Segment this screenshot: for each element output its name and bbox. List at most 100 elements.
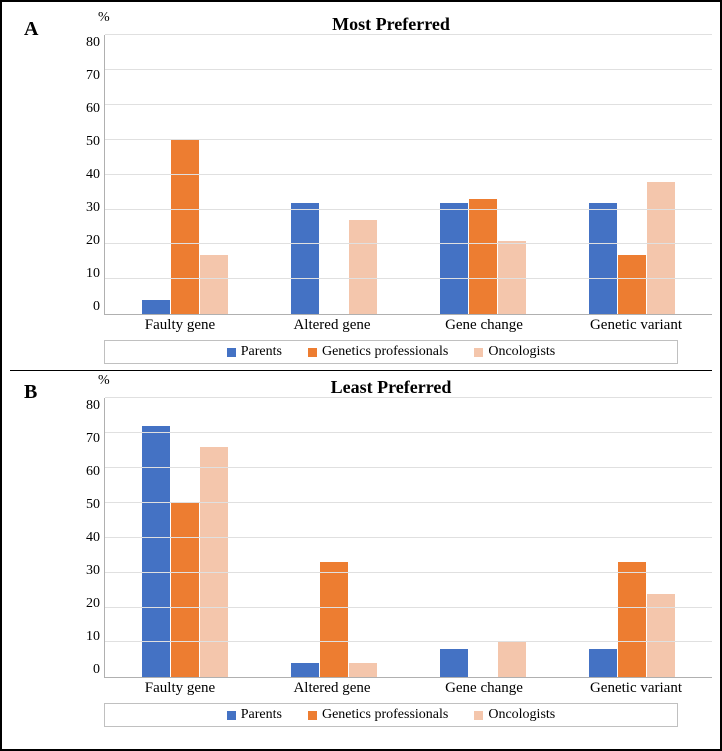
legend-label: Oncologists: [488, 707, 555, 723]
chart-a: % Most Preferred 80 70 60 50 40 30 20 10 0 Fault…: [70, 10, 712, 368]
panel-divider: [10, 370, 712, 371]
legend-swatch: [308, 348, 317, 357]
ytick-label: 60: [86, 101, 100, 117]
ytick-label: 60: [86, 464, 100, 480]
chart-b-xaxis: Faulty geneAltered geneGene changeGeneti…: [104, 678, 712, 697]
grid-line: [105, 243, 712, 244]
bar: [291, 203, 319, 315]
chart-a-title: Most Preferred: [70, 10, 712, 35]
grid-line: [105, 502, 712, 503]
bar: [171, 140, 199, 314]
grid-line: [105, 69, 712, 70]
legend-swatch: [474, 711, 483, 720]
xtick-label: Altered gene: [256, 315, 408, 334]
panel-b-label: B: [10, 373, 70, 731]
bar-group: [260, 35, 409, 314]
legend-item: Parents: [227, 707, 282, 723]
bar: [647, 182, 675, 315]
bar: [349, 663, 377, 677]
ytick-label: 30: [86, 563, 100, 579]
bar: [440, 203, 468, 315]
legend-label: Oncologists: [488, 344, 555, 360]
grid-line: [105, 432, 712, 433]
panel-a: A % Most Preferred 80 70 60 50 40 30 20 10 0 Fau…: [10, 10, 712, 368]
grid-line: [105, 209, 712, 210]
bar: [291, 663, 319, 677]
xtick-label: Gene change: [408, 678, 560, 697]
chart-a-xaxis: Faulty geneAltered geneGene changeGeneti…: [104, 315, 712, 334]
ytick-label: 30: [86, 200, 100, 216]
legend-item: Genetics professionals: [308, 707, 448, 723]
chart-b-legend: Parents Genetics professionals Oncologists: [104, 703, 678, 727]
grid-line: [105, 104, 712, 105]
chart-b-plot: [104, 398, 712, 678]
xtick-label: Faulty gene: [104, 678, 256, 697]
bar-group: [557, 35, 712, 314]
grid-line: [105, 537, 712, 538]
bar-group: [105, 35, 260, 314]
bar: [349, 220, 377, 314]
bar-group: [557, 398, 712, 677]
grid-line: [105, 278, 712, 279]
bar-group: [409, 398, 558, 677]
legend-item: Parents: [227, 344, 282, 360]
bar: [498, 642, 526, 677]
legend-swatch: [227, 711, 236, 720]
panel-b: B % Least Preferred 80706050403020100 Fa…: [10, 373, 712, 731]
chart-a-yaxis: 80 70 60 50 40 30 20 10 0: [70, 35, 104, 315]
legend-item: Oncologists: [474, 707, 555, 723]
ytick-label: 40: [86, 530, 100, 546]
bar-group: [409, 35, 558, 314]
xtick-label: Genetic variant: [560, 315, 712, 334]
chart-b: % Least Preferred 80706050403020100 Faul…: [70, 373, 712, 731]
chart-b-yaxis: 80706050403020100: [70, 398, 104, 678]
legend-swatch: [474, 348, 483, 357]
grid-line: [105, 607, 712, 608]
ytick-label: 20: [86, 233, 100, 249]
xtick-label: Faulty gene: [104, 315, 256, 334]
legend-item: Oncologists: [474, 344, 555, 360]
bar: [142, 300, 170, 314]
bar: [618, 562, 646, 677]
bar-group: [105, 398, 260, 677]
chart-a-y-unit: %: [98, 10, 110, 26]
ytick-label: 10: [86, 629, 100, 645]
ytick-label: 0: [93, 662, 100, 678]
ytick-label: 80: [86, 35, 100, 51]
ytick-label: 40: [86, 167, 100, 183]
chart-b-y-unit: %: [98, 373, 110, 389]
bar: [589, 649, 617, 677]
grid-line: [105, 174, 712, 175]
grid-line: [105, 139, 712, 140]
legend-label: Genetics professionals: [322, 707, 448, 723]
legend-label: Parents: [241, 707, 282, 723]
chart-a-plot: [104, 35, 712, 315]
legend-label: Genetics professionals: [322, 344, 448, 360]
grid-line: [105, 397, 712, 398]
ytick-label: 20: [86, 596, 100, 612]
bar: [200, 255, 228, 314]
ytick-label: 50: [86, 134, 100, 150]
ytick-label: 70: [86, 68, 100, 84]
grid-line: [105, 572, 712, 573]
bar: [618, 255, 646, 314]
bar-group: [260, 398, 409, 677]
legend-label: Parents: [241, 344, 282, 360]
ytick-label: 50: [86, 497, 100, 513]
legend-swatch: [308, 711, 317, 720]
figure-container: A % Most Preferred 80 70 60 50 40 30 20 10 0 Fau…: [0, 0, 722, 751]
ytick-label: 0: [93, 299, 100, 315]
grid-line: [105, 467, 712, 468]
ytick-label: 10: [86, 266, 100, 282]
bar: [469, 199, 497, 314]
panel-a-label: A: [10, 10, 70, 368]
grid-line: [105, 641, 712, 642]
xtick-label: Genetic variant: [560, 678, 712, 697]
bar: [440, 649, 468, 677]
bar: [200, 447, 228, 677]
bar: [142, 426, 170, 677]
legend-item: Genetics professionals: [308, 344, 448, 360]
chart-a-legend: Parents Genetics professionals Oncologists: [104, 340, 678, 364]
xtick-label: Gene change: [408, 315, 560, 334]
xtick-label: Altered gene: [256, 678, 408, 697]
